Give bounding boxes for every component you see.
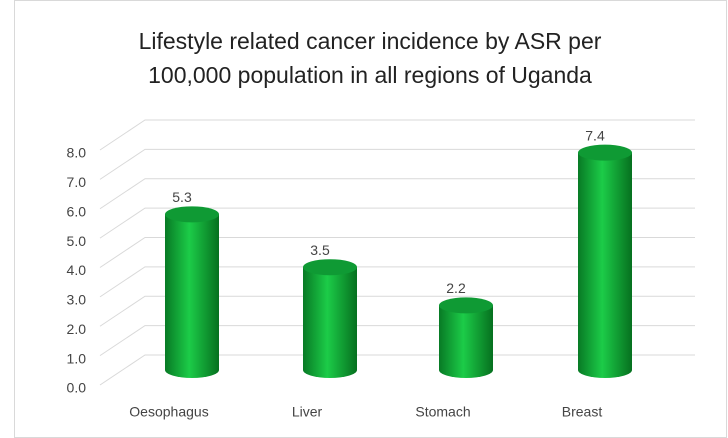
bar — [303, 267, 357, 378]
grid-line — [99, 148, 695, 180]
bar-top — [165, 206, 219, 223]
grid-line — [99, 325, 695, 357]
bar-top — [439, 297, 493, 314]
x-tick-label: Stomach — [415, 404, 470, 420]
y-tick-label: 6.0 — [67, 203, 87, 219]
y-tick-label: 0.0 — [67, 380, 87, 396]
grid-line — [99, 266, 695, 298]
value-label: 3.5 — [310, 242, 330, 258]
grid-line — [99, 237, 695, 268]
x-tick-label: Breast — [562, 404, 603, 420]
bar — [165, 214, 219, 378]
bar — [578, 152, 632, 378]
grid-line — [99, 295, 695, 327]
grid-line — [99, 207, 695, 239]
value-label: 7.4 — [585, 127, 605, 143]
grid-line — [99, 178, 695, 210]
grid-line — [99, 354, 695, 386]
bar — [439, 305, 493, 378]
x-tick-label: Liver — [292, 404, 323, 420]
y-tick-label: 2.0 — [67, 321, 87, 337]
x-tick-label: Oesophagus — [129, 404, 208, 420]
y-tick-label: 5.0 — [67, 233, 87, 249]
y-tick-label: 8.0 — [67, 145, 87, 161]
bar-top — [303, 259, 357, 276]
value-label: 2.2 — [446, 280, 466, 296]
y-tick-label: 7.0 — [67, 174, 87, 190]
y-tick-label: 3.0 — [67, 292, 87, 308]
chart-title: Lifestyle related cancer incidence by AS… — [138, 28, 602, 88]
grid-line — [99, 119, 695, 151]
y-tick-label: 1.0 — [67, 350, 87, 366]
bar-top — [578, 144, 632, 161]
value-label: 5.3 — [172, 189, 192, 205]
y-tick-label: 4.0 — [67, 262, 87, 278]
